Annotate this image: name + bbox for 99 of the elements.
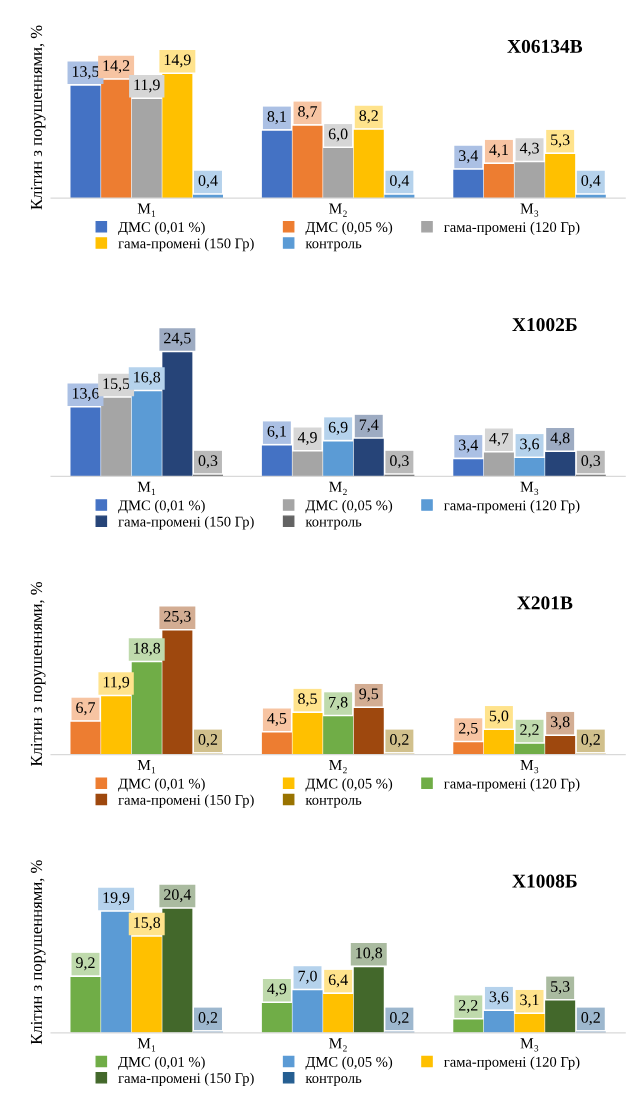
data-label: 14,2 — [103, 60, 130, 74]
data-label: 6,9 — [328, 421, 348, 435]
data-label: 0,4 — [581, 175, 601, 189]
data-label: 4,9 — [297, 432, 317, 446]
legend-label: гама-промені (120 Гр) — [444, 1056, 580, 1070]
data-label: 6,4 — [328, 974, 348, 988]
data-label: 24,5 — [164, 332, 191, 346]
data-label: 0,2 — [581, 1012, 600, 1026]
data-label: 5,3 — [551, 134, 570, 148]
data-label: 7,8 — [329, 696, 348, 710]
data-label: 4,3 — [519, 142, 539, 156]
data-label: 0,3 — [198, 455, 218, 469]
data-label: 8,7 — [298, 106, 318, 120]
data-label: 20,4 — [164, 889, 192, 903]
legend-label: ДМС (0,01 %) — [118, 1056, 205, 1070]
legend-label: гама-промені (120 Гр) — [444, 500, 580, 514]
data-label: 3,6 — [520, 438, 540, 452]
data-label: 4,7 — [489, 433, 509, 447]
data-label: 0,3 — [390, 455, 409, 469]
data-label: 16,8 — [134, 371, 161, 385]
data-label: 11,9 — [103, 676, 130, 690]
legend-label: контроль — [305, 797, 362, 808]
legend-label: ДМС (0,01 %) — [118, 778, 205, 792]
x-tick-label: M₂ — [329, 1038, 347, 1052]
data-label: 8,1 — [267, 111, 286, 125]
legend-label: ДМС (0,05 %) — [305, 778, 393, 792]
data-label: 8,2 — [359, 110, 378, 124]
data-label: 4,1 — [489, 144, 508, 158]
legend-label: гама-промені (120 Гр) — [444, 221, 580, 236]
data-label: 0,2 — [581, 734, 600, 748]
data-label: 14,9 — [164, 54, 191, 68]
data-label: 0,2 — [198, 1012, 218, 1026]
data-label: 0,4 — [198, 175, 218, 189]
data-label: 5,3 — [551, 981, 570, 995]
data-label: 3,4 — [459, 439, 479, 453]
data-label: 2,2 — [520, 724, 539, 738]
data-label: 15,8 — [134, 917, 161, 931]
legend-label: контроль — [305, 519, 362, 530]
x-tick-label: M₁ — [137, 760, 156, 774]
data-label: 5,0 — [489, 710, 509, 724]
data-label: 2,2 — [459, 999, 478, 1013]
data-label: 15,5 — [103, 378, 130, 392]
x-tick-label: M₃ — [520, 203, 539, 217]
data-label: 0,2 — [390, 1012, 409, 1026]
x-tick-label: M₁ — [137, 481, 156, 495]
data-label: 18,8 — [134, 642, 161, 656]
data-label: 25,3 — [164, 610, 191, 624]
data-label: 3,4 — [459, 150, 479, 164]
chart-title: Х201В — [517, 596, 573, 610]
y-axis-title: Клітин з порушеннями, % — [30, 860, 46, 1045]
legend-label: гама-промені (120 Гр) — [444, 778, 580, 792]
legend-label: ДМС (0,05 %) — [305, 1056, 393, 1070]
data-label: 3,8 — [550, 716, 570, 730]
x-tick-label: M₂ — [329, 481, 347, 495]
legend-label: контроль — [305, 1076, 362, 1086]
legend-label: ДМС (0,01 %) — [118, 221, 205, 236]
data-label: 7,4 — [359, 419, 379, 433]
x-tick-label: M₁ — [137, 203, 156, 217]
data-label: 0,2 — [390, 734, 409, 748]
data-label: 3,1 — [520, 994, 539, 1008]
chart-title: Х06134В — [507, 39, 583, 53]
data-label: 4,5 — [267, 713, 287, 727]
x-tick-label: M₃ — [520, 481, 539, 495]
x-tick-label: M₁ — [137, 1038, 156, 1052]
data-label: 9,5 — [359, 688, 379, 702]
data-label: 3,6 — [489, 991, 509, 1005]
data-label: 19,9 — [103, 892, 130, 906]
legend-label: гама-промені (150 Гр) — [118, 516, 254, 530]
x-tick-label: M₂ — [329, 760, 347, 774]
data-label: 9,2 — [76, 957, 95, 971]
data-label: 8,5 — [298, 693, 317, 707]
legend-label: гама-промені (150 Гр) — [118, 794, 254, 808]
data-label: 13,5 — [72, 66, 99, 80]
data-label: 0,2 — [198, 734, 218, 748]
chart-title: Х1008Б — [512, 874, 577, 888]
legend-label: контроль — [305, 241, 362, 252]
data-label: 7,0 — [298, 970, 317, 984]
data-label: 6,0 — [328, 128, 348, 142]
x-tick-label: M₃ — [520, 1038, 539, 1052]
x-tick-label: M₂ — [329, 203, 347, 217]
data-label: 11,9 — [134, 79, 160, 93]
x-tick-label: M₃ — [520, 760, 539, 774]
legend-label: ДМС (0,05 %) — [305, 221, 393, 236]
y-axis-title: Клітин з порушеннями, % — [30, 25, 46, 210]
legend-label: гама-промені (150 Гр) — [118, 238, 254, 252]
chart-title: Х1002Б — [512, 318, 577, 332]
legend-label: ДМС (0,01 %) — [118, 500, 205, 514]
data-label: 10,8 — [356, 947, 383, 961]
data-label: 0,4 — [390, 175, 410, 189]
data-label: 13,6 — [72, 387, 99, 401]
legend-label: гама-промені (150 Гр) — [118, 1072, 254, 1086]
data-label: 4,8 — [550, 432, 570, 446]
data-label: 6,7 — [76, 702, 96, 716]
data-label: 4,9 — [267, 983, 287, 997]
data-label: 0,3 — [581, 455, 601, 469]
y-axis-title: Клітин з порушеннями, % — [30, 581, 46, 767]
data-label: 2,5 — [459, 722, 478, 736]
legend-label: ДМС (0,05 %) — [305, 500, 393, 514]
data-label: 6,1 — [267, 425, 286, 439]
